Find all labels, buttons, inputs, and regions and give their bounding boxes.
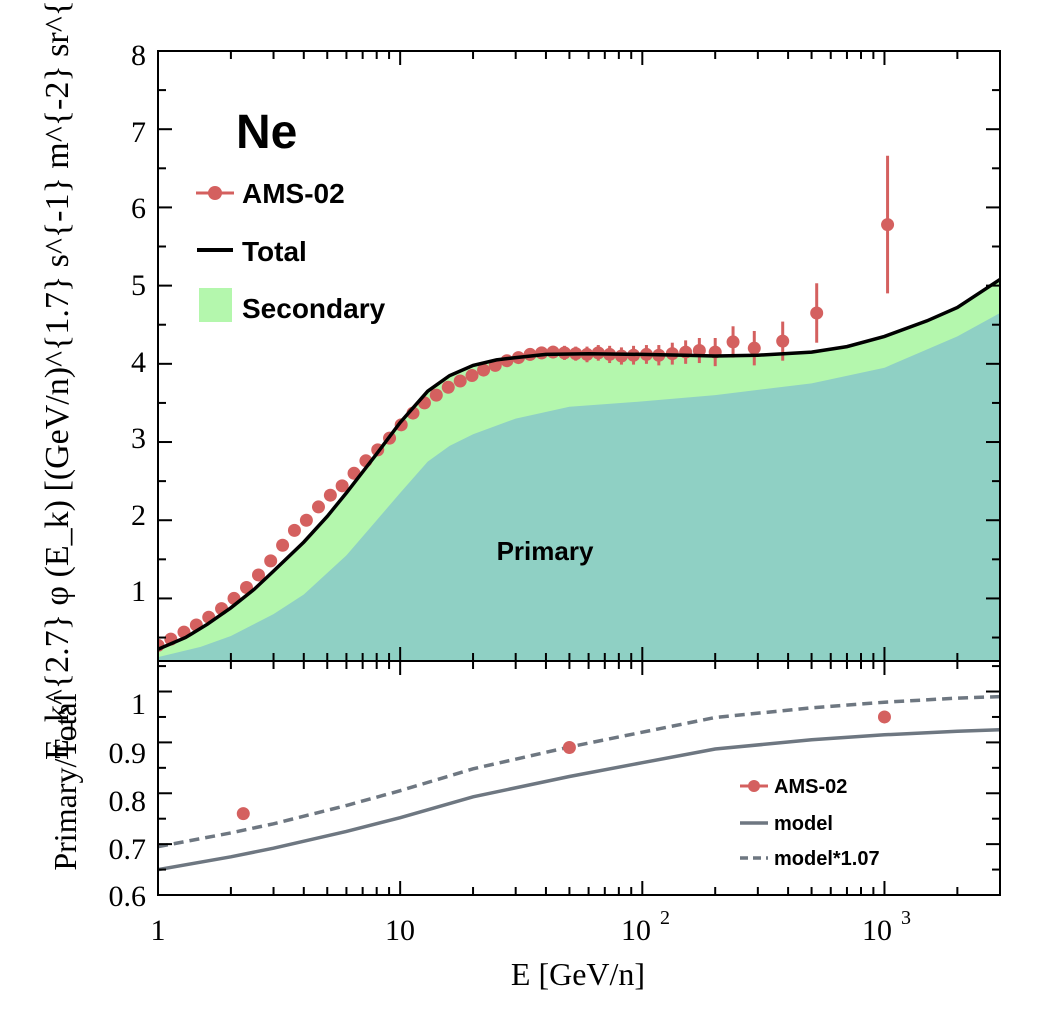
ams02-point	[429, 388, 443, 402]
xtick-label: 1	[151, 914, 166, 947]
legend-label: model*1.07	[774, 848, 880, 870]
bottom-ytick-label: 0.9	[109, 737, 147, 770]
total-line	[158, 277, 1000, 651]
ams02-point	[276, 538, 290, 552]
primary-area	[158, 313, 1000, 661]
legend-label: Total	[242, 236, 307, 267]
ams02-point	[323, 488, 337, 502]
bottom-ytick-label: 1	[131, 688, 146, 721]
top-ytick-label: 7	[131, 116, 146, 149]
legend-label: AMS-02	[774, 776, 847, 798]
ams02-point	[287, 523, 301, 537]
top-legend: AMS-02 Total Secondary	[196, 178, 386, 324]
ams02-point	[881, 218, 895, 232]
top-ytick-label: 3	[131, 422, 146, 455]
x-axis-title: E [GeV/n]	[511, 956, 645, 992]
xtick-exponent: 2	[660, 907, 670, 929]
legend-label: AMS-02	[242, 178, 345, 209]
primary-region-label: Primary	[497, 536, 594, 566]
xtick-exponent: 3	[901, 907, 911, 929]
legend-label: model	[774, 813, 833, 835]
top-ytick-label: 1	[131, 575, 146, 608]
element-label: Ne	[236, 106, 297, 159]
ams02-ratio-point	[877, 710, 891, 724]
ams02-point	[776, 334, 790, 348]
ams02-point	[614, 349, 628, 363]
ams02-point	[335, 479, 349, 493]
legend-label: Secondary	[242, 293, 386, 324]
ams02-point	[465, 369, 479, 383]
top-ytick-label: 5	[131, 269, 146, 302]
bottom-ytick-label: 0.8	[109, 785, 147, 818]
legend-secondary-patch	[199, 288, 232, 322]
ams02-point	[453, 374, 467, 388]
ams02-point	[810, 306, 824, 320]
xtick-label: 10	[862, 914, 892, 947]
axis-ticks	[157, 50, 1001, 896]
ams02-ratio-point	[562, 740, 576, 754]
ams02-point	[747, 341, 761, 355]
bottom-y-axis-title: Primary/Total	[47, 693, 83, 870]
ams02-point	[726, 335, 740, 349]
ams02-point	[441, 380, 455, 394]
ams02-point	[477, 363, 491, 377]
top-y-axis-title: E_k^{2.7} φ (E_k) [(GeV/n)^{1.7} s^{-1} …	[39, 0, 76, 760]
ams02-ratio-points	[236, 710, 891, 821]
xtick-label: 10	[385, 914, 415, 947]
top-ytick-label: 6	[131, 192, 146, 225]
bottom-panel-frame	[157, 660, 1001, 896]
xtick-label: 10	[621, 914, 651, 947]
top-ytick-label: 2	[131, 499, 146, 532]
ams02-ratio-point	[236, 807, 250, 821]
ams02-point	[299, 513, 313, 527]
legend-ams-marker	[748, 780, 760, 792]
ams02-point	[546, 345, 560, 359]
model-line	[158, 727, 1000, 872]
ams02-point	[311, 500, 325, 514]
model-107-line	[158, 694, 1000, 849]
ams02-point	[251, 568, 265, 582]
bottom-ytick-label: 0.7	[109, 833, 147, 866]
legend-ams-marker	[208, 186, 222, 200]
bottom-legend: AMS-02 model model*1.07	[740, 776, 880, 870]
top-ytick-label: 8	[131, 39, 146, 72]
ams02-point	[264, 554, 278, 568]
top-ytick-label: 4	[131, 346, 146, 379]
bottom-ytick-label: 0.6	[109, 880, 147, 913]
